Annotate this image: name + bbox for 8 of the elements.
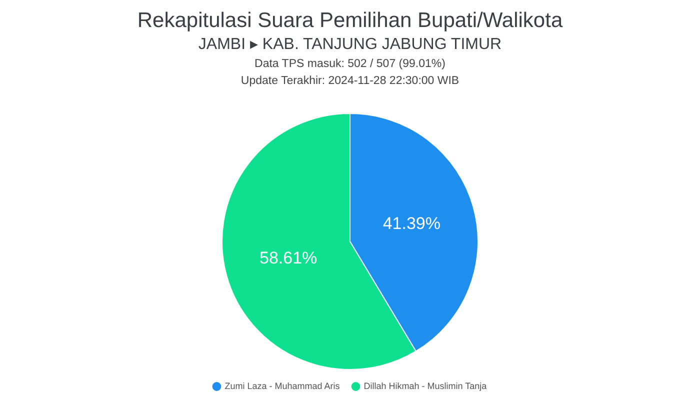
chart-title: Rekapitulasi Suara Pemilihan Bupati/Walikota [136,8,564,34]
data-label: 58.61% [259,248,318,268]
legend-label: Zumi Laza - Muhammad Aris [224,380,340,391]
text: Update Terakhir: 2024-11-28 22:30:00 WIB [240,74,460,89]
chart-subtitle: JAMBI ▸ KAB. TANJUNG JABUNG TIMUR [197,35,503,55]
data-label: 41.39% [382,214,441,234]
legend-label: Dillah Hikmah - Muslimin Tanja [364,380,487,391]
text: Data TPS masuk: 502 / 507 (99.01%) [254,57,446,72]
